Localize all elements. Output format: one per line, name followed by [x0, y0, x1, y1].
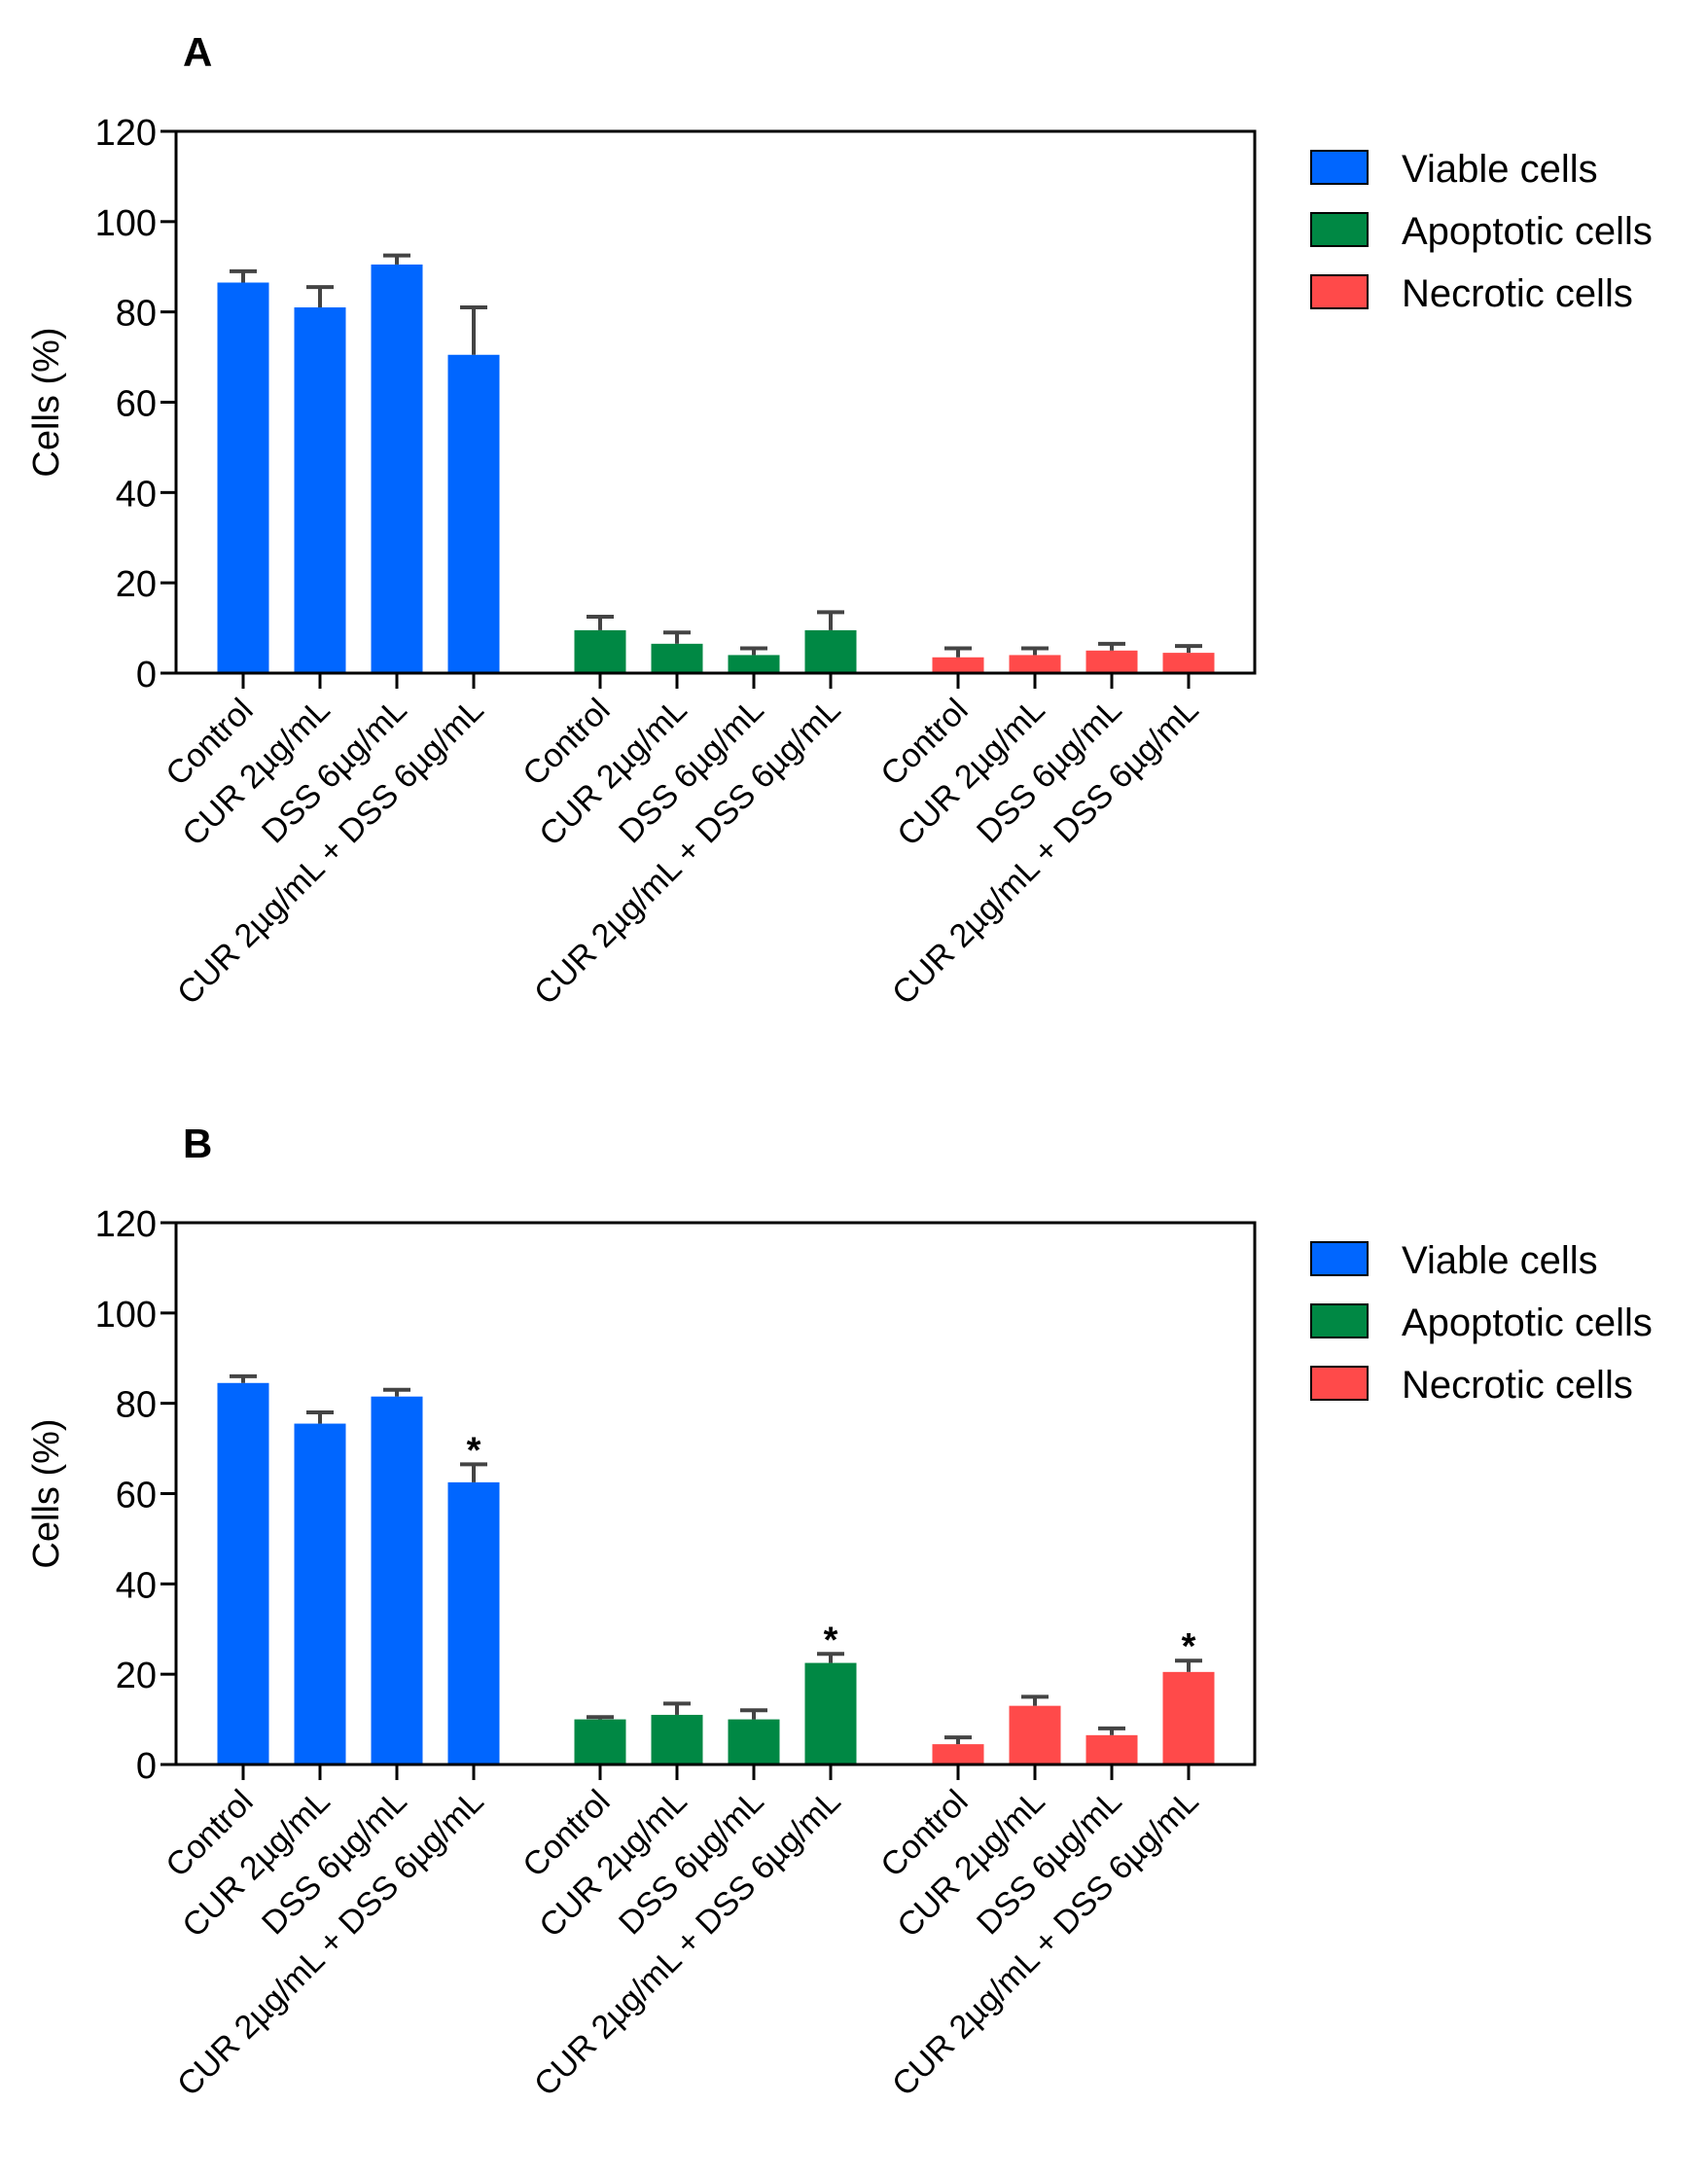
legend-swatch	[1310, 212, 1369, 247]
y-tick-label: 100	[95, 203, 157, 244]
bar	[371, 1396, 423, 1765]
legend-label: Viable cells	[1402, 148, 1598, 191]
panel-label: B	[183, 1121, 212, 1166]
bar	[447, 354, 500, 673]
bar	[651, 1714, 703, 1765]
bar	[1162, 1671, 1215, 1765]
bar	[574, 1719, 626, 1765]
bar	[574, 629, 626, 673]
significance-marker: *	[467, 1430, 481, 1471]
legend-label: Apoptotic cells	[1402, 210, 1653, 253]
bar	[1009, 1705, 1061, 1765]
bar	[1009, 655, 1061, 673]
bar	[217, 282, 269, 673]
bar	[804, 1662, 857, 1765]
significance-marker: *	[824, 1620, 838, 1660]
bar	[932, 1744, 984, 1765]
y-tick-label: 120	[95, 1204, 157, 1245]
bar	[932, 657, 984, 673]
y-tick-label: 0	[136, 655, 157, 695]
bar	[804, 629, 857, 673]
legend-swatch	[1310, 274, 1369, 309]
bar	[294, 307, 346, 673]
y-axis-label: Cells (%)	[26, 1418, 67, 1568]
legend-swatch	[1310, 1241, 1369, 1276]
y-tick-label: 20	[116, 1656, 157, 1696]
legend-label: Necrotic cells	[1402, 272, 1633, 315]
bar	[728, 1719, 780, 1765]
significance-marker: *	[1182, 1626, 1196, 1667]
y-tick-label: 20	[116, 564, 157, 605]
legend-label: Necrotic cells	[1402, 1364, 1633, 1407]
y-tick-label: 60	[116, 1476, 157, 1516]
legend-swatch	[1310, 1366, 1369, 1401]
y-tick-label: 100	[95, 1295, 157, 1336]
bar	[294, 1423, 346, 1765]
y-tick-label: 40	[116, 474, 157, 515]
y-tick-label: 40	[116, 1565, 157, 1606]
bar	[447, 1481, 500, 1765]
legend-label: Viable cells	[1402, 1239, 1598, 1282]
bar	[1085, 650, 1138, 673]
legend-swatch	[1310, 150, 1369, 185]
bar	[1085, 1734, 1138, 1765]
y-tick-label: 80	[116, 294, 157, 335]
panel-label: A	[183, 29, 212, 75]
bar	[217, 1382, 269, 1765]
bar	[1162, 653, 1215, 673]
bar	[371, 264, 423, 673]
legend-swatch	[1310, 1303, 1369, 1338]
y-tick-label: 60	[116, 384, 157, 425]
legend-label: Apoptotic cells	[1402, 1301, 1653, 1344]
y-axis-label: Cells (%)	[26, 327, 67, 477]
y-tick-label: 80	[116, 1385, 157, 1426]
bar	[651, 643, 703, 673]
y-tick-label: 0	[136, 1746, 157, 1787]
bar	[728, 655, 780, 673]
y-tick-label: 120	[95, 113, 157, 154]
